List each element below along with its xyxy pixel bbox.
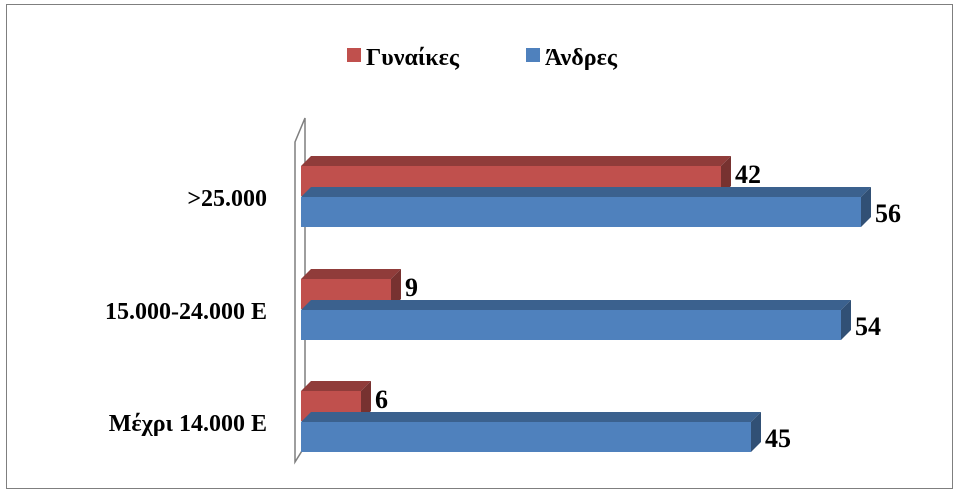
legend-label-1: Άνδρες <box>545 45 618 71</box>
data-label-women-0: 6 <box>375 385 388 414</box>
legend: Γυναίκες Άνδρες <box>347 45 618 71</box>
legend-item-women: Γυναίκες <box>347 45 460 71</box>
data-label-men-0: 45 <box>765 424 791 453</box>
data-label-women-2: 42 <box>735 160 761 189</box>
tick-label-1: 15.000-24.000 Ε <box>105 299 267 325</box>
bar-men-2 <box>301 187 871 227</box>
data-label-men-2: 56 <box>875 199 901 228</box>
data-label-women-1: 9 <box>405 273 418 302</box>
data-labels: 6 45 9 54 42 56 <box>375 160 901 453</box>
horizontal-bar-chart: 6 45 9 54 42 56 Μέχρι 14.000 Ε 15.000-24.000 Ε… <box>105 45 901 465</box>
bars <box>301 156 871 452</box>
legend-item-men: Άνδρες <box>526 45 618 71</box>
chart-frame: 6 45 9 54 42 56 Μέχρι 14.000 Ε 15.000-24.000 Ε… <box>6 4 953 489</box>
tick-label-0: Μέχρι 14.000 Ε <box>109 411 267 437</box>
bar-men-1 <box>301 300 851 340</box>
data-label-men-1: 54 <box>855 312 881 341</box>
legend-label-0: Γυναίκες <box>366 45 460 71</box>
legend-swatch-1 <box>526 48 540 62</box>
bar-men-0 <box>301 412 761 452</box>
category-tick-labels: Μέχρι 14.000 Ε 15.000-24.000 Ε >25.000 <box>105 186 267 437</box>
tick-label-2: >25.000 <box>187 186 267 212</box>
legend-swatch-0 <box>347 48 361 62</box>
